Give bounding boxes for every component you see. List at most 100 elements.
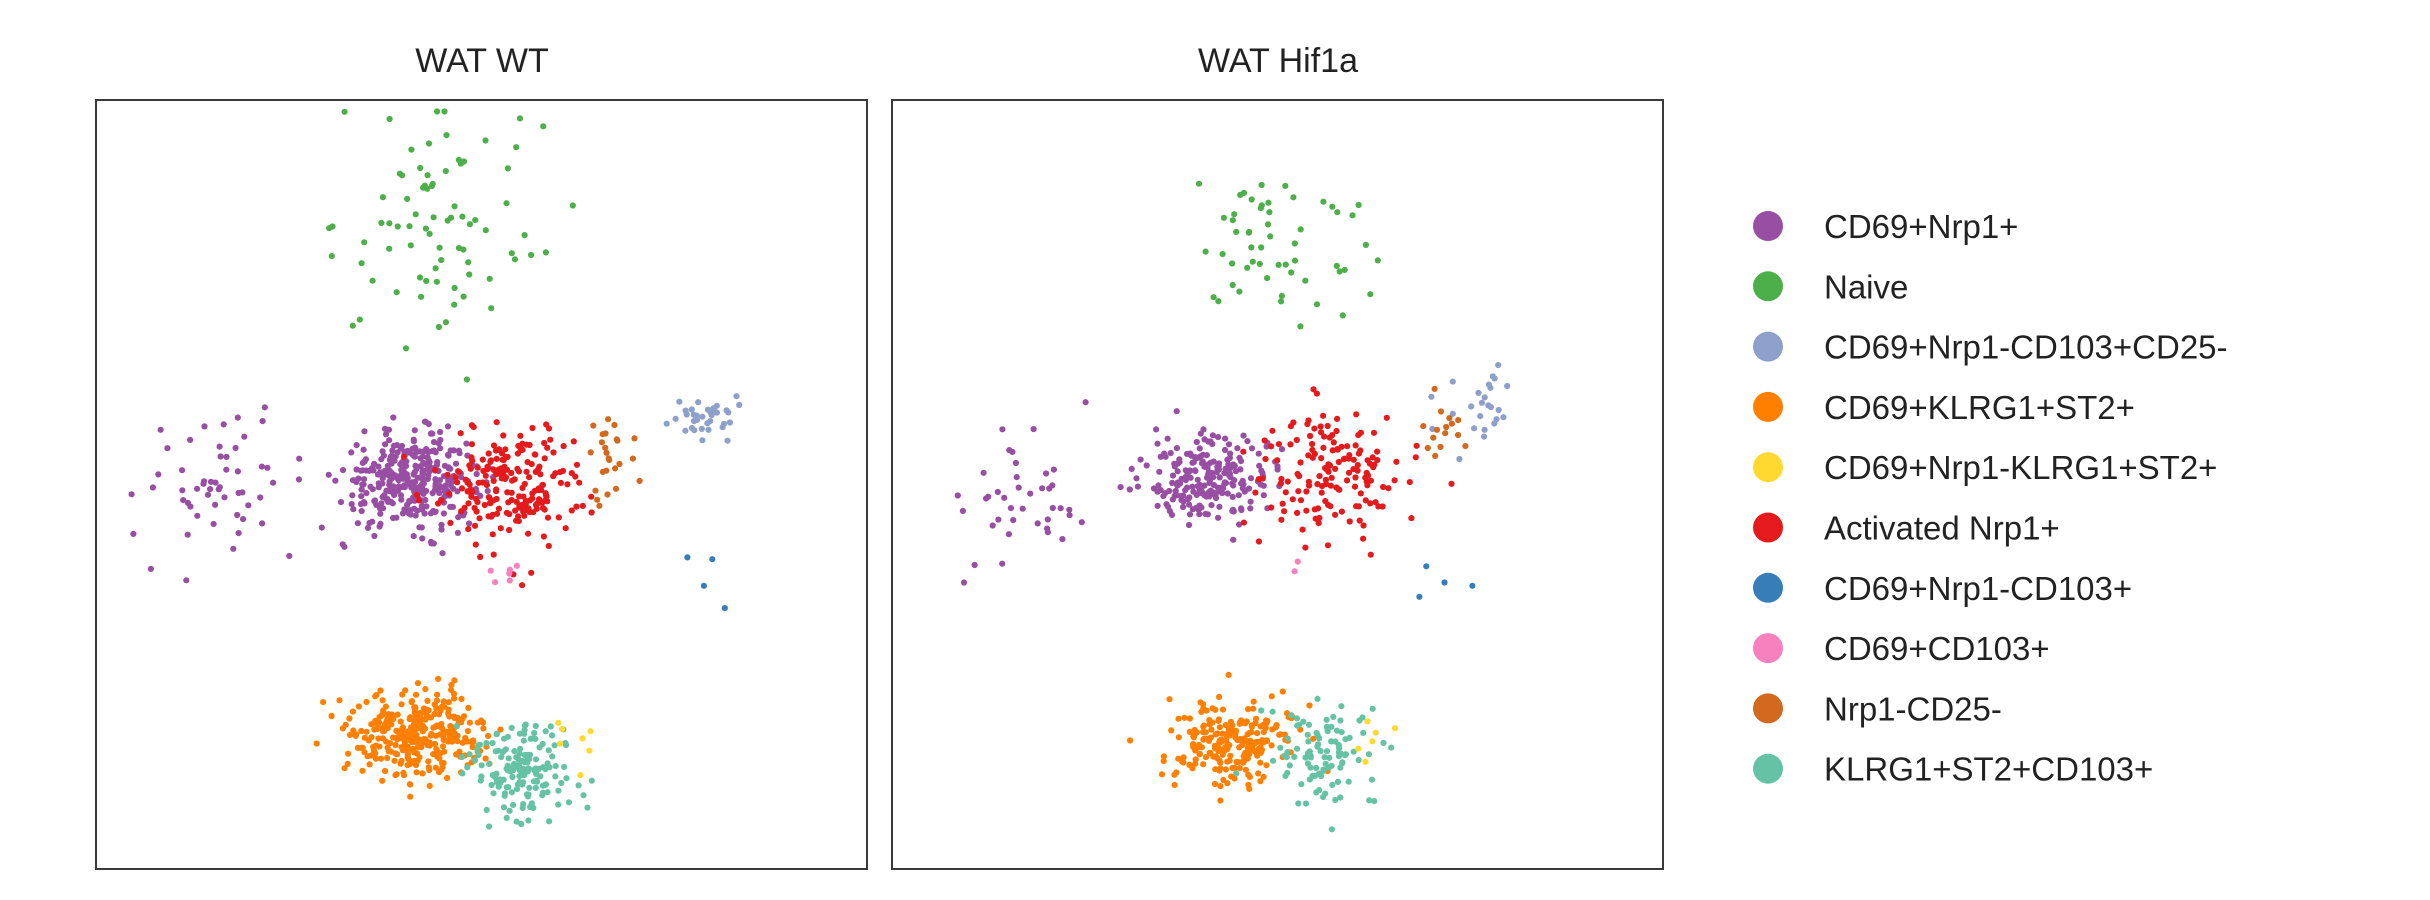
scatter-point-activated-nrp1pos <box>520 493 527 500</box>
scatter-point-naive <box>1249 258 1256 265</box>
scatter-point-cd69posnrp1pos <box>1174 479 1181 486</box>
scatter-point-cd69posklrg1posst2pos <box>485 732 492 740</box>
scatter-point-cd69posklrg1posst2pos <box>1217 797 1224 804</box>
scatter-point-cd69posklrg1posst2pos <box>1168 727 1175 734</box>
scatter-point-cd69posnrp1pos <box>1278 446 1286 453</box>
scatter-point-cd69posklrg1posst2pos <box>358 727 365 735</box>
scatter-point-naive <box>504 165 511 172</box>
scatter-point-cd69posnrp1pos <box>1126 486 1133 493</box>
scatter-point-cd69posklrg1posst2pos <box>1212 731 1219 738</box>
scatter-point-klrg1posst2poscd103pos <box>552 763 559 770</box>
scatter-point-cd69posklrg1posst2pos <box>419 726 426 733</box>
scatter-point-activated-nrp1pos <box>1294 470 1301 478</box>
scatter-point-cd69posklrg1posst2pos <box>1229 722 1236 729</box>
scatter-point-activated-nrp1pos <box>474 499 481 506</box>
scatter-point-activated-nrp1pos <box>532 468 539 475</box>
scatter-point-activated-nrp1pos <box>1318 489 1325 496</box>
scatter-point-activated-nrp1pos <box>1364 457 1371 464</box>
scatter-point-cd69posnrp1pos <box>373 501 380 508</box>
scatter-point-nrp1negcd25neg <box>616 460 623 468</box>
scatter-point-klrg1posst2poscd103pos <box>1314 743 1321 750</box>
scatter-point-cd69posnrp1negcd103poscd25neg <box>672 415 679 422</box>
scatter-point-cd69posklrg1posst2pos <box>1217 759 1224 766</box>
scatter-point-cd69posklrg1posst2pos <box>1217 783 1224 790</box>
scatter-point-cd69posnrp1pos <box>1235 492 1242 499</box>
scatter-point-cd69posnrp1pos <box>1221 446 1229 454</box>
scatter-point-klrg1posst2poscd103pos <box>521 759 528 766</box>
scatter-point-cd69posklrg1posst2pos <box>364 753 371 760</box>
scatter-point-cd69posklrg1posst2pos <box>392 741 399 749</box>
scatter-point-naive <box>1320 198 1327 205</box>
scatter-point-activated-nrp1pos <box>415 497 422 504</box>
scatter-point-cd69posklrg1posst2pos <box>1209 705 1216 712</box>
scatter-point-activated-nrp1pos <box>1309 446 1316 454</box>
scatter-point-cd69posnrp1pos <box>411 469 418 476</box>
scatter-point-cd69posklrg1posst2pos <box>1193 729 1200 736</box>
scatter-point-cd69posnrp1pos <box>1201 436 1208 443</box>
scatter-point-naive <box>420 184 427 191</box>
scatter-point-cd69posnrp1pos <box>1180 503 1187 511</box>
scatter-point-klrg1posst2poscd103pos <box>1337 794 1344 801</box>
scatter-point-cd69posnrp1pos <box>1174 468 1181 475</box>
scatter-point-activated-nrp1pos <box>544 444 551 451</box>
scatter-point-cd69posklrg1posst2pos <box>1219 706 1227 713</box>
scatter-point-activated-nrp1pos <box>1303 507 1310 514</box>
scatter-point-klrg1posst2poscd103pos <box>1313 764 1320 772</box>
scatter-point-cd69posnrp1pos <box>430 439 438 446</box>
scatter-point-naive <box>1367 291 1374 298</box>
scatter-point-cd69posnrp1pos <box>362 456 369 463</box>
legend-marker <box>1753 391 1783 422</box>
scatter-point-activated-nrp1pos <box>1338 508 1345 515</box>
scatter-point-cd69posnrp1pos <box>1197 430 1204 437</box>
scatter-point-cd69posnrp1pos <box>1153 426 1160 433</box>
scatter-point-cd69posnrp1pos <box>417 455 424 462</box>
scatter-point-activated-nrp1pos <box>446 490 453 497</box>
scatter-point-cd69posnrp1pos <box>433 461 440 469</box>
scatter-point-cd69posklrg1posst2pos <box>408 699 415 706</box>
scatter-point-activated-nrp1pos <box>1360 535 1367 542</box>
scatter-point-klrg1posst2poscd103pos <box>483 806 490 814</box>
scatter-point-cd69posnrp1pos <box>1207 459 1214 466</box>
scatter-point-cd69posklrg1posst2pos <box>414 680 422 687</box>
scatter-point-cd69posklrg1posst2pos <box>409 745 416 752</box>
scatter-point-activated-nrp1pos <box>1367 477 1374 484</box>
scatter-point-activated-nrp1pos <box>492 447 500 454</box>
scatter-point-cd69posnrp1pos <box>1256 462 1263 469</box>
scatter-point-cd69posnrp1pos <box>1155 482 1162 489</box>
scatter-point-activated-nrp1pos <box>1355 503 1362 510</box>
scatter-point-klrg1posst2poscd103pos <box>1369 705 1376 712</box>
scatter-point-activated-nrp1pos <box>438 497 445 504</box>
scatter-point-cd69posnrp1negcd103poscd25neg <box>1495 406 1502 414</box>
scatter-point-klrg1posst2poscd103pos <box>498 754 505 761</box>
scatter-point-cd69posnrp1pos <box>406 449 413 456</box>
scatter-point-naive <box>1336 268 1343 275</box>
scatter-point-cd69posklrg1posst2pos <box>480 725 487 732</box>
scatter-point-cd69posnrp1pos <box>1173 408 1180 415</box>
scatter-point-naive <box>1258 181 1265 189</box>
scatter-point-naive <box>402 345 410 352</box>
scatter-point-cd69posnrp1pos <box>358 507 365 515</box>
legend-item-klrg1posst2poscd103pos: KLRG1+ST2+CD103+ <box>1753 751 2153 788</box>
scatter-point-nrp1negcd25neg <box>629 455 637 462</box>
scatter-point-naive <box>432 265 439 272</box>
scatter-point-activated-nrp1pos <box>544 514 552 521</box>
scatter-point-cd69posnrp1pos <box>429 490 436 497</box>
scatter-point-cd69posnrp1pos <box>1221 481 1228 488</box>
scatter-point-klrg1posst2poscd103pos <box>1328 723 1335 730</box>
scatter-point-naive <box>511 256 518 263</box>
scatter-point-cd69posnrp1pos <box>1216 503 1223 510</box>
scatter-point-activated-nrp1pos <box>1344 443 1351 450</box>
scatter-point-cd69posnrp1pos <box>438 526 445 533</box>
scatter-point-cd69posnrp1pos <box>235 530 242 537</box>
scatter-point-cd69posnrp1pos <box>245 502 252 509</box>
scatter-point-cd69posnrp1pos <box>430 447 438 454</box>
scatter-point-cd69posnrp1pos <box>385 426 393 433</box>
scatter-point-activated-nrp1pos <box>556 469 564 476</box>
scatter-point-klrg1posst2poscd103pos <box>458 753 466 761</box>
scatter-point-naive <box>1264 221 1272 228</box>
scatter-point-naive <box>1267 233 1274 240</box>
scatter-point-activated-nrp1pos <box>1310 386 1317 393</box>
scatter-point-cd69posklrg1posst2pos <box>1190 743 1197 751</box>
scatter-point-cd69posnrp1pos <box>447 447 454 454</box>
scatter-point-cd69posnrp1pos <box>215 486 222 493</box>
